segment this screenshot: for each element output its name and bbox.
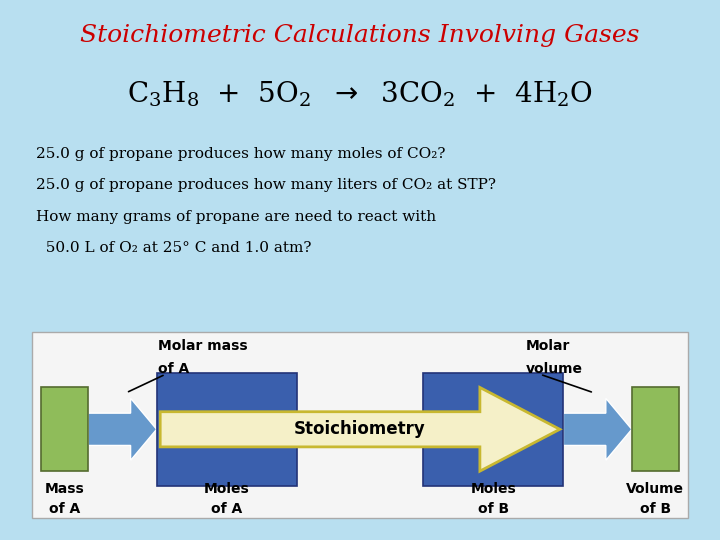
Text: of B: of B bbox=[639, 502, 671, 516]
FancyBboxPatch shape bbox=[32, 332, 688, 518]
Polygon shape bbox=[564, 399, 632, 460]
Polygon shape bbox=[89, 399, 157, 460]
Text: Molar mass: Molar mass bbox=[158, 339, 248, 353]
Polygon shape bbox=[160, 388, 560, 471]
Text: Moles: Moles bbox=[470, 482, 516, 496]
Text: How many grams of propane are need to react with: How many grams of propane are need to re… bbox=[36, 210, 436, 224]
Text: of A: of A bbox=[158, 362, 189, 376]
Text: 25.0 g of propane produces how many liters of CO₂ at STP?: 25.0 g of propane produces how many lite… bbox=[36, 178, 496, 192]
FancyBboxPatch shape bbox=[632, 388, 679, 471]
Text: volume: volume bbox=[526, 362, 582, 376]
Text: of B: of B bbox=[477, 502, 509, 516]
Text: Stoichiometric Calculations Involving Gases: Stoichiometric Calculations Involving Ga… bbox=[80, 24, 640, 46]
Text: 50.0 L of O₂ at 25° C and 1.0 atm?: 50.0 L of O₂ at 25° C and 1.0 atm? bbox=[36, 241, 312, 255]
Text: of A: of A bbox=[49, 502, 81, 516]
Text: Stoichiometry: Stoichiometry bbox=[294, 420, 426, 438]
Text: of A: of A bbox=[211, 502, 243, 516]
Text: $\mathregular{C_3H_8}$  +  $\mathregular{5O_2}$  $\rightarrow$  $\mathregular{3C: $\mathregular{C_3H_8}$ + $\mathregular{5… bbox=[127, 80, 593, 109]
Text: Moles: Moles bbox=[204, 482, 250, 496]
FancyBboxPatch shape bbox=[423, 373, 563, 486]
FancyBboxPatch shape bbox=[42, 388, 89, 471]
Text: Molar: Molar bbox=[526, 339, 570, 353]
Text: Mass: Mass bbox=[45, 482, 85, 496]
Text: 25.0 g of propane produces how many moles of CO₂?: 25.0 g of propane produces how many mole… bbox=[36, 147, 446, 161]
FancyBboxPatch shape bbox=[157, 373, 297, 486]
Text: Volume: Volume bbox=[626, 482, 684, 496]
